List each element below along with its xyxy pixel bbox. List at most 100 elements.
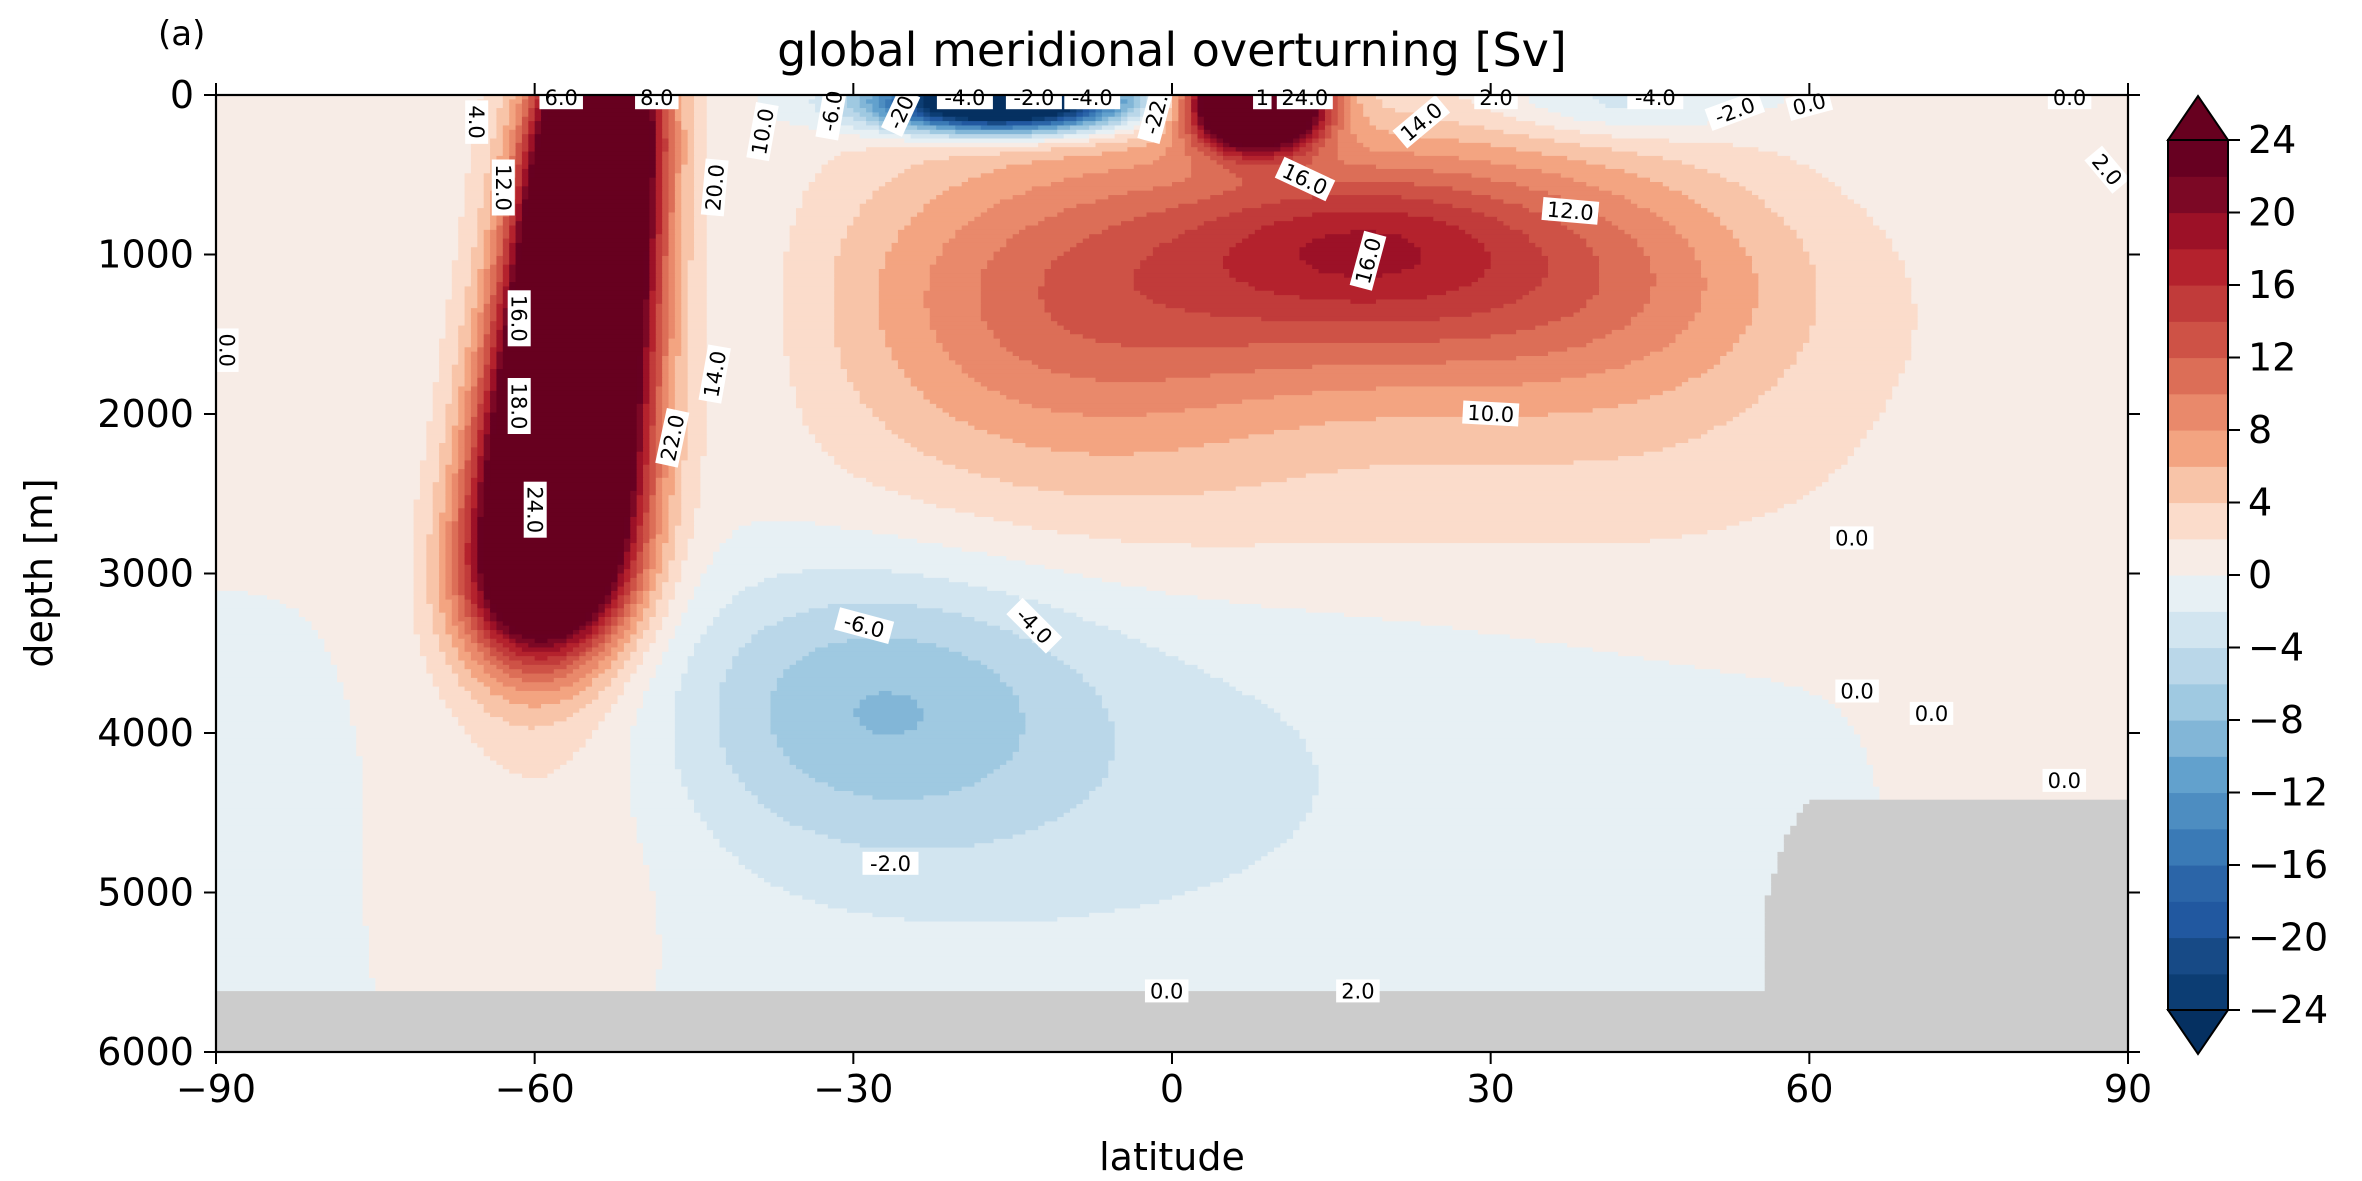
field-cell [490,264,498,270]
field-cell [783,295,835,301]
field-cell [604,634,612,640]
field-cell [770,712,855,718]
field-cell [668,290,676,296]
field-cell [1401,234,1473,240]
field-cell [1191,112,1199,118]
field-cell [1197,116,1205,122]
field-cell [655,212,663,218]
field-cell [483,525,625,531]
field-cell [451,382,466,388]
field-cell [375,982,657,988]
field-cell [987,208,1065,214]
field-cell [674,229,682,235]
field-cell [458,399,466,405]
field-cell [1089,451,1135,457]
field-cell [846,369,906,375]
field-cell [458,608,466,614]
field-cell [700,638,753,644]
field-cell [356,751,485,757]
field-cell [674,221,682,227]
field-cell [1535,286,1600,292]
field-cell [458,386,472,392]
field-cell [668,525,676,531]
field-cell [821,443,912,449]
field-cell [490,377,498,383]
field-cell [674,543,689,549]
contour-label-text: 8.0 [640,86,673,110]
field-cell [515,173,523,179]
field-cell [216,934,370,940]
field-cell [643,255,651,261]
field-cell [1235,242,1307,248]
field-cell [1305,743,1862,749]
field-cell [490,316,498,322]
field-cell [413,582,428,588]
field-cell [477,495,485,501]
field-cell [483,425,491,431]
field-cell [515,273,644,279]
field-cell [1095,199,1199,205]
field-cell [1146,586,2128,592]
field-cell [719,682,778,688]
field-cell [636,664,657,670]
field-cell [643,473,651,479]
field-cell [490,242,498,248]
field-cell [496,277,504,283]
field-cell [1490,160,1587,166]
field-cell [617,695,644,701]
field-cell [566,760,631,766]
field-cell [636,717,676,723]
contour-label-bg [1274,156,1336,202]
field-cell [496,403,638,409]
field-cell [655,225,663,231]
field-cell [509,129,517,135]
field-cell [1917,321,2128,327]
field-cell [649,647,670,653]
field-cell [636,603,651,609]
field-cell [1567,199,1632,205]
field-cell [719,690,772,696]
field-cell [674,395,689,401]
field-cell [490,403,498,409]
field-cell [464,556,472,562]
field-cell [840,151,1001,157]
field-cell [502,134,510,140]
field-cell [649,168,657,174]
field-cell [662,382,670,388]
field-cell [477,447,485,453]
field-cell [694,112,708,118]
field-cell [1841,712,2128,718]
field-cell [490,630,498,636]
field-cell [368,969,657,975]
field-cell [674,112,682,118]
field-cell [1707,121,2128,127]
field-cell [783,269,835,275]
field-cell [1044,308,1186,314]
field-cell [490,651,504,657]
field-cell [1273,708,1842,714]
field-cell [1184,142,1192,148]
field-cell [445,421,459,427]
field-cell [1350,95,1358,101]
field-cell [674,134,682,140]
field-cell [687,451,708,457]
field-cell [751,869,1243,875]
field-cell [1146,643,1568,649]
field-cell [1184,121,1192,127]
field-cell [878,99,886,105]
field-cell [783,351,842,357]
field-cell [1050,316,1262,322]
field-cell [1305,747,1868,753]
field-cell [706,282,784,288]
field-cell [630,617,644,623]
field-cell [815,177,893,183]
field-cell [795,221,855,227]
field-cell [655,408,663,414]
field-cell [776,743,1020,749]
field-cell [451,264,472,270]
field-cell [649,164,657,170]
field-cell [1305,134,1313,140]
field-cell [1012,438,1231,444]
field-cell [1312,142,1326,148]
field-cell [662,282,670,288]
